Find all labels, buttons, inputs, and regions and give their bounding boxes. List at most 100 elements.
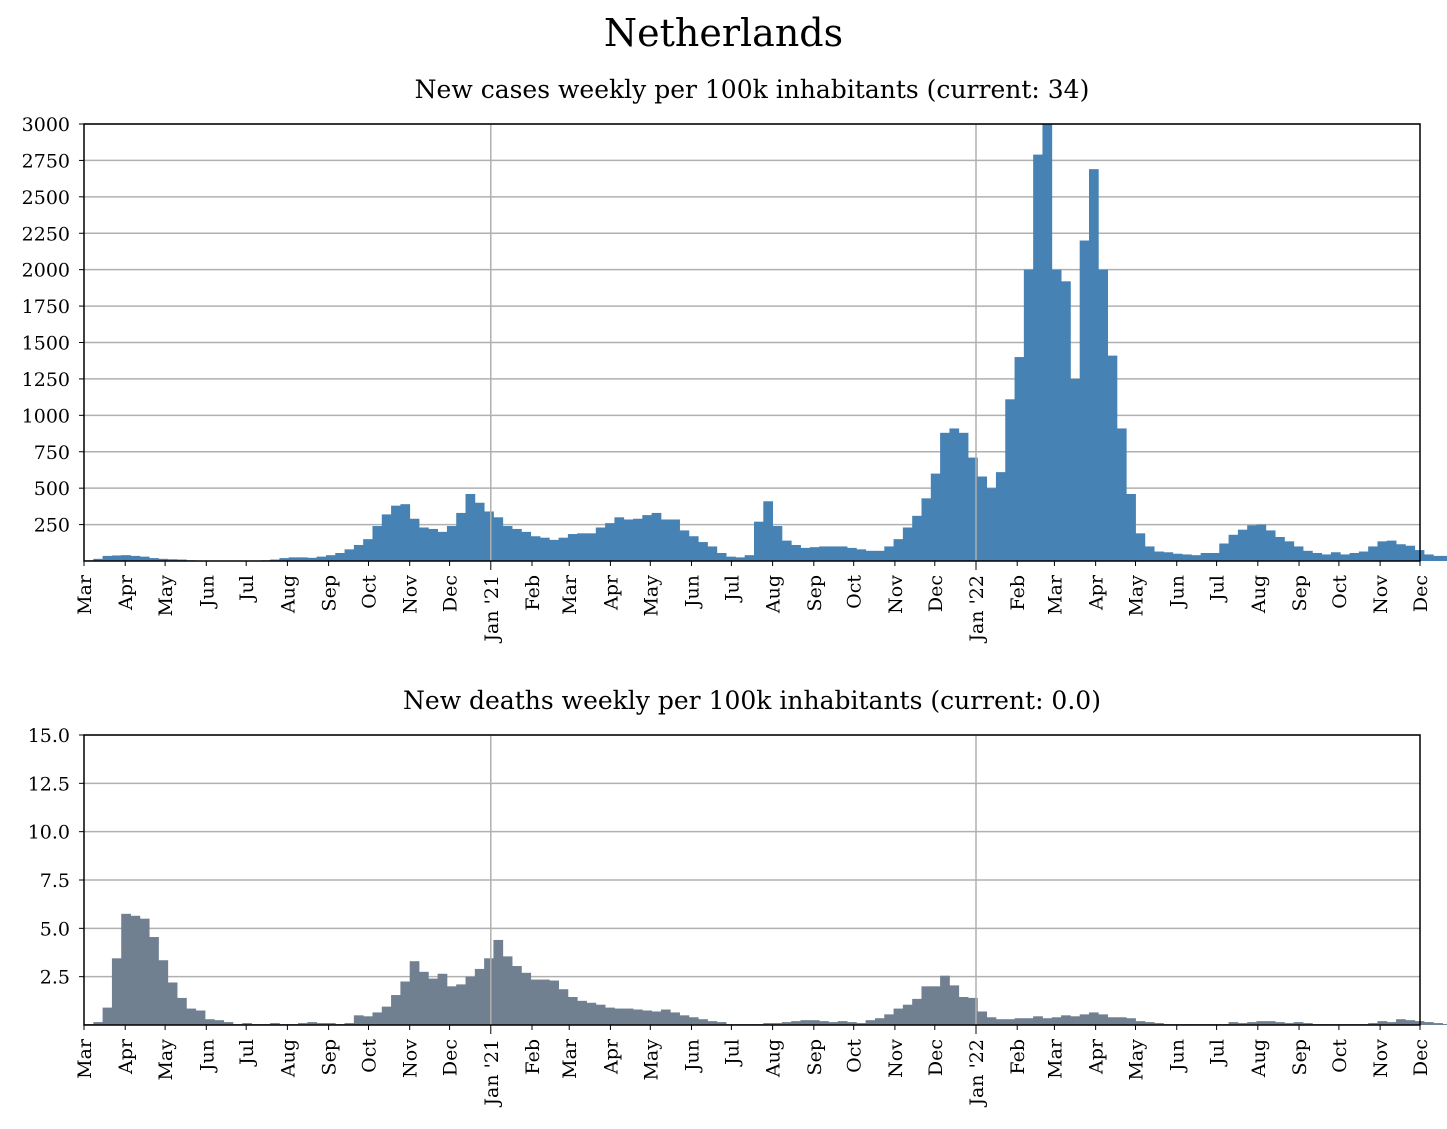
- deaths-bar: [1014, 1018, 1025, 1025]
- deaths-bar: [763, 1023, 774, 1025]
- deaths-bar: [428, 978, 439, 1025]
- deaths-bar: [130, 915, 141, 1025]
- deaths-bar: [549, 980, 559, 1025]
- cases-xtick-label: Mar: [74, 574, 96, 615]
- cases-xtick-label: May: [1126, 575, 1148, 617]
- deaths-bar: [605, 1007, 615, 1025]
- deaths-xtick-label: Nov: [885, 1039, 907, 1078]
- deaths-xtick-label: Mar: [559, 1038, 581, 1079]
- deaths-bar: [968, 997, 978, 1025]
- cases-bar: [1088, 169, 1099, 561]
- deaths-xtick-label: Aug: [277, 1039, 299, 1078]
- cases-bar: [1200, 552, 1211, 561]
- cases-bar: [837, 546, 848, 561]
- deaths-xtick-label: Dec: [925, 1039, 947, 1076]
- deaths-bar: [111, 958, 122, 1025]
- deaths-ytick-label: 12.5: [28, 773, 70, 795]
- deaths-xtick-label: Dec: [1410, 1039, 1432, 1076]
- cases-bar: [1377, 541, 1388, 561]
- deaths-bar: [660, 1009, 671, 1025]
- deaths-bar: [530, 979, 541, 1025]
- deaths-bar: [353, 1015, 364, 1025]
- deaths-bar: [502, 956, 513, 1025]
- deaths-xtick-label: Oct: [844, 1039, 866, 1073]
- deaths-bar: [1154, 1023, 1164, 1025]
- deaths-bar: [270, 1023, 280, 1025]
- cases-bar: [707, 546, 718, 561]
- cases-xtick-label: Jul: [721, 575, 743, 603]
- deaths-bar: [409, 961, 420, 1025]
- cases-xtick-label: Dec: [440, 575, 462, 612]
- cases-bar: [1098, 269, 1109, 561]
- cases-bar: [325, 555, 336, 561]
- deaths-bar: [539, 979, 550, 1025]
- deaths-chart-title: New deaths weekly per 100k inhabitants (…: [403, 686, 1101, 715]
- deaths-bar: [921, 986, 932, 1025]
- cases-bar: [1433, 555, 1443, 561]
- deaths-bar: [1135, 1021, 1146, 1025]
- cases-bar: [1107, 355, 1118, 561]
- cases-bar: [949, 428, 960, 561]
- cases-bar: [651, 512, 662, 561]
- cases-ytick-label: 3000: [22, 114, 70, 136]
- deaths-bar: [595, 1004, 606, 1025]
- deaths-bar: [940, 975, 950, 1025]
- deaths-xtick-label: Jul: [1207, 1039, 1229, 1067]
- deaths-ytick-label: 10.0: [28, 822, 70, 844]
- deaths-bar: [456, 984, 466, 1025]
- cases-bar: [1340, 554, 1350, 561]
- cases-bar: [1237, 529, 1248, 561]
- deaths-bar: [847, 1022, 857, 1025]
- cases-xtick-label: Apr: [1086, 574, 1108, 611]
- deaths-bar: [651, 1011, 662, 1025]
- deaths-xtick-label: Apr: [600, 1038, 622, 1075]
- deaths-bar: [372, 1012, 383, 1025]
- cases-bar: [1228, 534, 1239, 561]
- cases-bar: [446, 526, 457, 561]
- cases-bar: [1061, 281, 1071, 561]
- cases-bar: [102, 555, 113, 561]
- cases-bar: [1293, 546, 1304, 561]
- cases-bar: [93, 558, 104, 561]
- deaths-xtick-label: Apr: [115, 1038, 137, 1075]
- cases-ytick-label: 1750: [22, 296, 70, 318]
- cases-bar: [1442, 555, 1447, 561]
- cases-bar: [484, 511, 494, 561]
- deaths-xtick-label: Jun: [682, 1039, 704, 1073]
- cases-bar: [1033, 154, 1043, 561]
- cases-ytick-label: 1250: [22, 369, 70, 391]
- cases-bar: [642, 515, 653, 561]
- deaths-bar: [391, 995, 401, 1025]
- cases-bar: [567, 534, 578, 561]
- deaths-bar: [1303, 1023, 1313, 1025]
- deaths-bar: [493, 939, 504, 1025]
- cases-bar: [884, 546, 894, 561]
- cases-bar: [1135, 533, 1146, 561]
- cases-bar: [912, 515, 922, 561]
- cases-bar: [1312, 552, 1323, 561]
- cases-bar: [428, 528, 439, 561]
- deaths-xtick-label: May: [1126, 1039, 1148, 1081]
- cases-bar: [307, 557, 318, 561]
- deaths-bar: [1228, 1022, 1239, 1025]
- deaths-bar: [809, 1020, 820, 1025]
- cases-bar: [288, 557, 299, 561]
- cases-bar: [688, 536, 699, 561]
- deaths-bar: [400, 981, 411, 1025]
- deaths-xtick-label: Sep: [1289, 1039, 1311, 1075]
- cases-bar: [977, 476, 988, 561]
- deaths-xtick-label: Oct: [1329, 1039, 1351, 1073]
- cases-bar: [940, 432, 950, 561]
- deaths-bar: [772, 1023, 783, 1025]
- deaths-bar: [1293, 1022, 1304, 1025]
- cases-bar: [763, 501, 774, 561]
- cases-bar: [363, 539, 373, 561]
- deaths-bar: [307, 1022, 318, 1025]
- deaths-bar: [1377, 1021, 1388, 1025]
- deaths-bar: [995, 1019, 1006, 1025]
- cases-xtick-label: Nov: [1370, 575, 1392, 614]
- cases-bar: [298, 557, 308, 561]
- deaths-bar: [1386, 1022, 1397, 1025]
- cases-bar: [549, 539, 559, 561]
- cases-bar: [539, 537, 550, 561]
